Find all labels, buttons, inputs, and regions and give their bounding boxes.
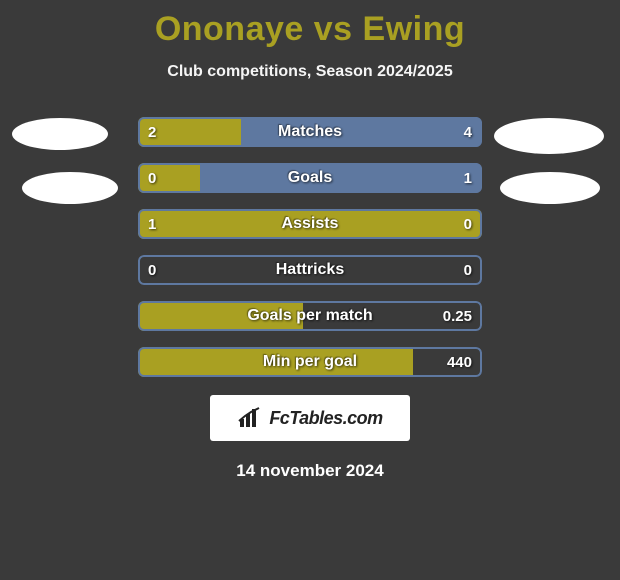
decorative-ellipse <box>22 172 118 204</box>
logo-box: FcTables.com <box>210 395 410 441</box>
date: 14 november 2024 <box>0 461 620 481</box>
stat-bar-left-fill <box>138 163 200 193</box>
logo-text: FcTables.com <box>269 408 382 429</box>
stat-bar-row: 440Min per goal <box>138 347 482 377</box>
player1-name: Ononaye <box>155 10 304 48</box>
stat-bar-row: 10Assists <box>138 209 482 239</box>
stat-right-value: 0 <box>464 255 472 285</box>
stat-bar-left-fill <box>138 301 303 331</box>
player2-name: Ewing <box>363 10 466 48</box>
stat-bar-left-fill <box>138 117 241 147</box>
decorative-ellipse <box>12 118 108 150</box>
stat-right-value: 440 <box>447 347 472 377</box>
stat-bar-border <box>138 255 482 285</box>
stat-bar-right-fill <box>200 163 482 193</box>
stat-bar-left-fill <box>138 209 482 239</box>
stat-bar-left-fill <box>138 347 413 377</box>
stat-left-value: 0 <box>148 255 156 285</box>
stat-bar-row: 0.25Goals per match <box>138 301 482 331</box>
logo-chart-icon <box>237 407 263 429</box>
stat-bar-row: 24Matches <box>138 117 482 147</box>
stat-bar-right-fill <box>241 117 482 147</box>
decorative-ellipse <box>500 172 600 204</box>
stat-bars-container: 24Matches 01Goals 10Assists 0 0Hattricks 0.25… <box>138 117 482 377</box>
chart-area: 24Matches 01Goals 10Assists 0 0Hattricks 0.25… <box>0 117 620 377</box>
comparison-title: Ononaye vs Ewing <box>0 0 620 49</box>
stat-bar-row: 01Goals <box>138 163 482 193</box>
vs-separator: vs <box>314 10 353 48</box>
subtitle: Club competitions, Season 2024/2025 <box>0 63 620 81</box>
stat-label: Hattricks <box>138 255 482 285</box>
decorative-ellipse <box>494 118 604 154</box>
stat-right-value: 0.25 <box>443 301 472 331</box>
stat-bar-row: 0 0Hattricks <box>138 255 482 285</box>
